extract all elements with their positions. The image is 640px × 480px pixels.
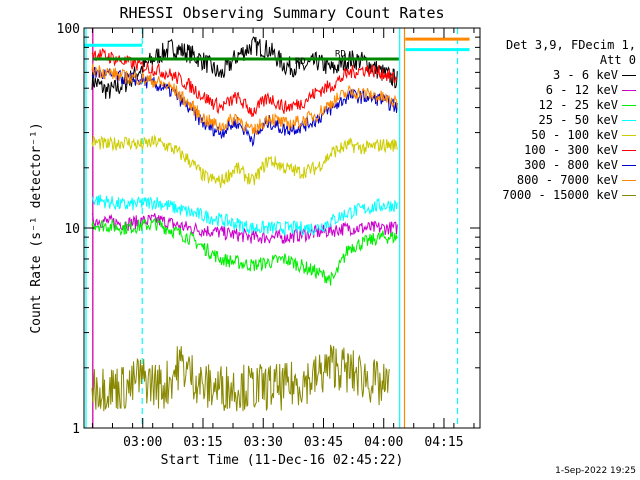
series-line — [91, 194, 398, 237]
legend-entry: 12 - 25 keV — [478, 98, 636, 113]
y-tick-label: 1 — [72, 422, 80, 437]
legend-swatch — [622, 75, 636, 76]
x-tick-label: 03:30 — [244, 435, 283, 450]
legend-swatch — [622, 135, 636, 136]
legend-swatch — [622, 105, 636, 106]
legend-label: 100 - 300 keV — [524, 143, 618, 157]
legend-entry: 3 - 6 keV — [478, 68, 636, 83]
legend-label: 25 - 50 keV — [538, 113, 618, 127]
legend-swatch — [622, 150, 636, 151]
legend-entry: 7000 - 15000 keV — [478, 188, 636, 203]
legend-entry: 100 - 300 keV — [478, 143, 636, 158]
legend-entry: 800 - 7000 keV — [478, 173, 636, 188]
x-axis-label: Start Time (11-Dec-16 02:45:22) — [161, 453, 404, 468]
legend-swatch — [622, 120, 636, 121]
y-tick-label: 10 — [64, 222, 80, 237]
y-axis-label: Count Rate (s⁻¹ detector⁻¹) — [29, 122, 44, 333]
x-tick-label: 03:15 — [183, 435, 222, 450]
legend-label: 7000 - 15000 keV — [502, 188, 618, 202]
flag-label: RD — [295, 57, 306, 67]
legend-label: 300 - 800 keV — [524, 158, 618, 172]
legend-rows: 3 - 6 keV 6 - 12 keV 12 - 25 keV 25 - 50 ke… — [478, 68, 636, 203]
x-tick-label: 03:00 — [123, 435, 162, 450]
chart-title: RHESSI Observing Summary Count Rates — [119, 4, 444, 22]
legend: Det 3,9, FDecim 1, Att 0 3 - 6 keV 6 - 12… — [478, 38, 636, 203]
legend-swatch — [622, 180, 636, 181]
legend-entry: 6 - 12 keV — [478, 83, 636, 98]
flag-label: RD — [335, 50, 346, 60]
legend-label: 800 - 7000 keV — [516, 173, 618, 187]
legend-label: 3 - 6 keV — [552, 68, 618, 82]
series-line — [91, 66, 398, 148]
legend-header-line2: Att 0 — [599, 53, 636, 67]
legend-entry: 25 - 50 keV — [478, 113, 636, 128]
legend-entry: 300 - 800 keV — [478, 158, 636, 173]
x-tick-label: 04:15 — [424, 435, 463, 450]
legend-entry: 50 - 100 keV — [478, 128, 636, 143]
series-line — [91, 63, 398, 136]
legend-header-line1: Det 3,9, FDecim 1, — [505, 38, 636, 52]
series-line — [91, 134, 398, 189]
x-tick-label: 03:45 — [304, 435, 343, 450]
legend-swatch — [622, 165, 636, 166]
legend-swatch — [622, 195, 636, 196]
footer-timestamp: 1-Sep-2022 19:25 — [555, 466, 636, 476]
series-line — [91, 344, 390, 412]
y-tick-label: 100 — [57, 22, 80, 37]
x-tick-label: 04:00 — [364, 435, 403, 450]
series-line — [91, 217, 398, 286]
legend-label: 6 - 12 keV — [545, 83, 618, 97]
legend-swatch — [622, 90, 636, 91]
legend-label: 12 - 25 keV — [538, 98, 618, 112]
legend-label: 50 - 100 keV — [531, 128, 618, 142]
series-line — [91, 48, 398, 118]
